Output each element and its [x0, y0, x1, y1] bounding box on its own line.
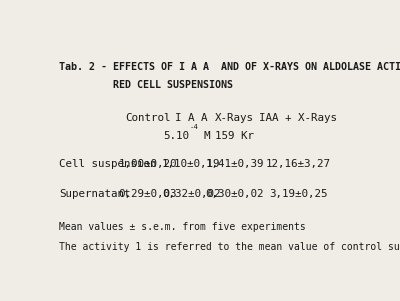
Text: 5.10: 5.10 [164, 131, 190, 141]
Text: 1,41±0,39: 1,41±0,39 [205, 159, 264, 169]
Text: Supernatant: Supernatant [59, 189, 131, 199]
Text: RED CELL SUSPENSIONS: RED CELL SUSPENSIONS [59, 80, 233, 90]
Text: X-Rays: X-Rays [215, 113, 254, 123]
Text: Mean values ± s.e.m. from five experiments: Mean values ± s.e.m. from five experimen… [59, 222, 306, 231]
Text: 0,32±0,02: 0,32±0,02 [162, 189, 220, 199]
Text: Control: Control [125, 113, 170, 123]
Text: 159 Kr: 159 Kr [215, 131, 254, 141]
Text: 3,19±0,25: 3,19±0,25 [269, 189, 327, 199]
Text: The activity 1 is referred to the mean value of control suspensions.: The activity 1 is referred to the mean v… [59, 242, 400, 253]
Text: M: M [204, 131, 210, 141]
Text: 0,29±0,03: 0,29±0,03 [118, 189, 177, 199]
Text: Tab. 2 - EFFECTS OF I A A  AND OF X-RAYS ON ALDOLASE ACTIVITY IN: Tab. 2 - EFFECTS OF I A A AND OF X-RAYS … [59, 62, 400, 72]
Text: 0,30±0,02: 0,30±0,02 [205, 189, 264, 199]
Text: 1,00±0,20: 1,00±0,20 [118, 159, 177, 169]
Text: IAA + X-Rays: IAA + X-Rays [259, 113, 337, 123]
Text: 12,16±3,27: 12,16±3,27 [266, 159, 330, 169]
Text: Cell suspension: Cell suspension [59, 159, 157, 169]
Text: -4: -4 [190, 124, 198, 130]
Text: 1,10±0,19: 1,10±0,19 [162, 159, 220, 169]
Text: I A A: I A A [175, 113, 207, 123]
